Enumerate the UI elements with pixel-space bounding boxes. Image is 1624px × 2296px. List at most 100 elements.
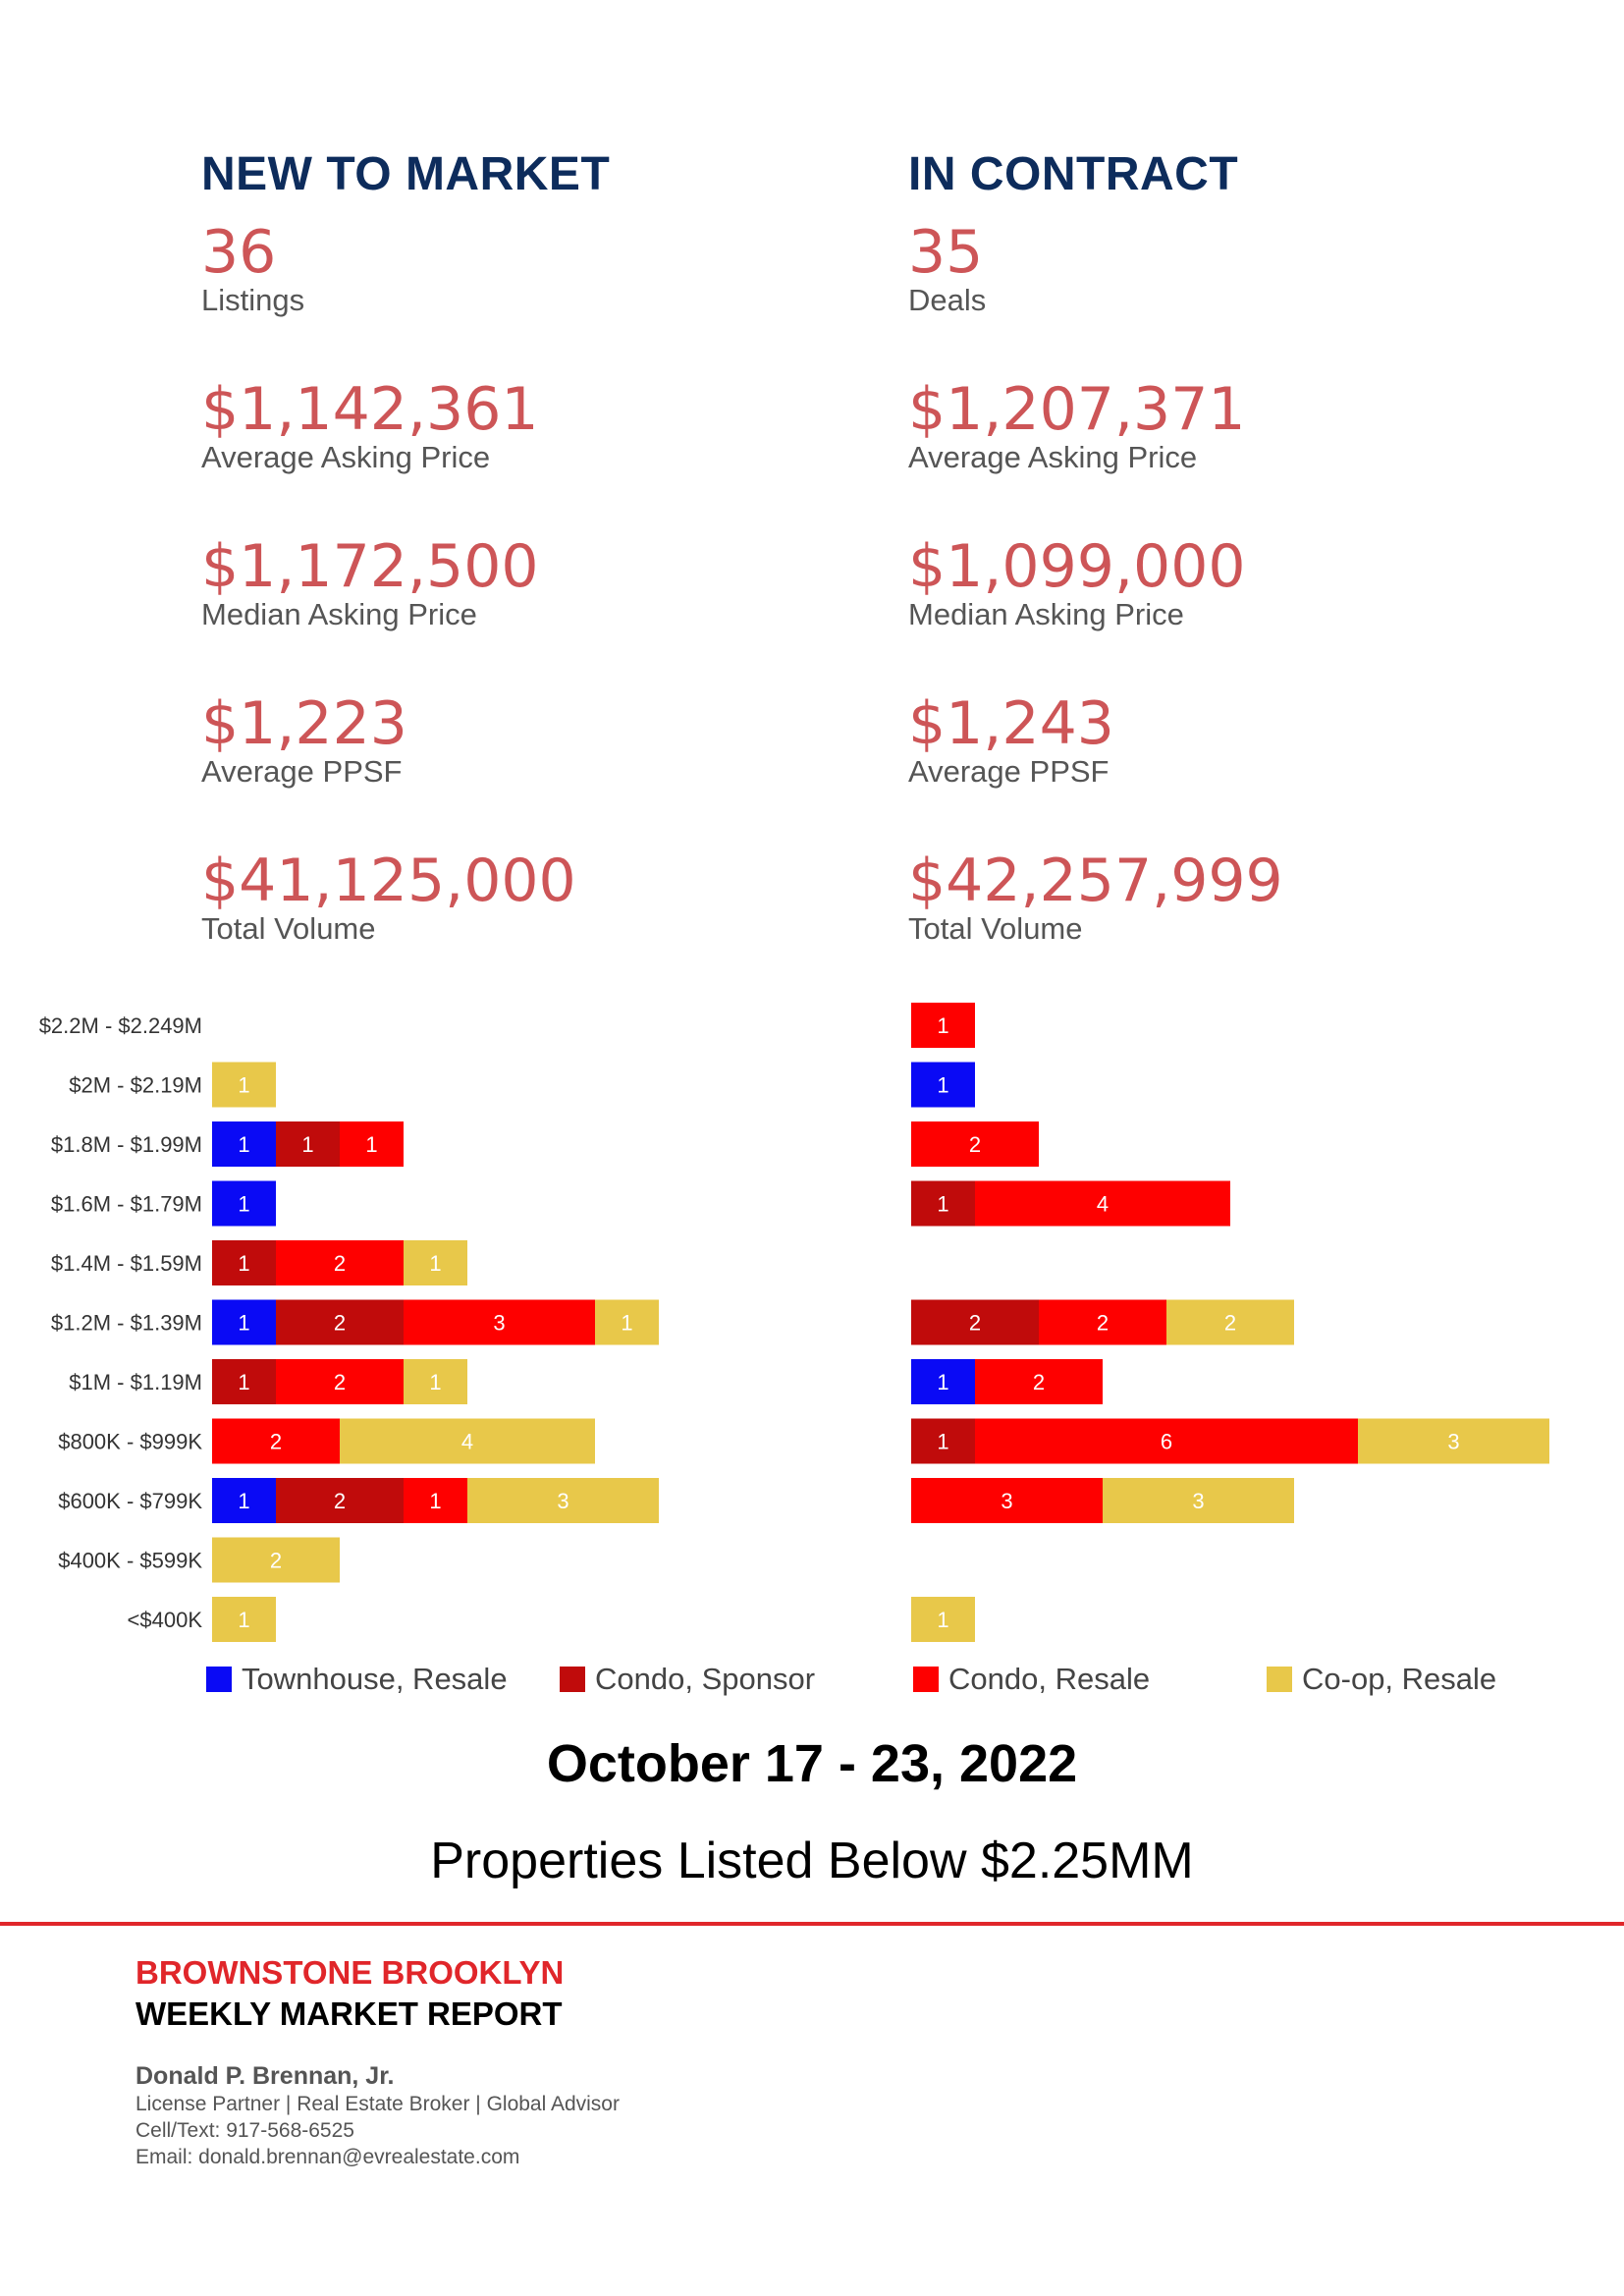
median-asking-stat: $1,172,500 Median Asking Price [201, 535, 610, 631]
stat-label: Average PPSF [908, 754, 1110, 789]
bar-value-label: 1 [365, 1132, 377, 1157]
bar-segment-condo-resale [975, 1180, 1230, 1227]
bar-segment-condo-resale [911, 1478, 1103, 1523]
new-to-market-chart: $2.2M - $2.249M $2M - $2.19M 1 $1.8M - $1.9… [39, 1013, 659, 1642]
bar-segment-condo-resale [975, 1418, 1358, 1464]
bar-segment-co-op-resale [1103, 1478, 1294, 1523]
legend-label: Co-op, Resale [1302, 1662, 1497, 1696]
bar-segment-condo-resale [276, 1240, 404, 1285]
avg-ppsf-stat: $1,223 Average PPSF [201, 692, 610, 789]
category-tick-label: $1.6M - $1.79M [51, 1192, 202, 1217]
bar-segment-condo-sponsor [276, 1299, 404, 1345]
legend-swatch [1267, 1667, 1292, 1692]
agent-role: License Partner | Real Estate Broker | G… [135, 2093, 620, 2115]
bar-segment-condo-sponsor [276, 1478, 404, 1523]
stat-value: 35 [908, 218, 984, 287]
stat-value: $1,172,500 [201, 532, 539, 601]
stat-label: Average Asking Price [908, 440, 1198, 474]
category-tick-label: $800K - $999K [58, 1430, 202, 1454]
bar-segment-townhouse-resale [911, 1359, 975, 1404]
avg-asking-stat: $1,142,361 Average Asking Price [201, 378, 610, 474]
stat-label: Average Asking Price [201, 440, 491, 474]
bar-value-label: 1 [429, 1489, 441, 1513]
date-range: October 17 - 23, 2022 [546, 1734, 1078, 1793]
bar-segment-condo-sponsor [911, 1180, 975, 1227]
bar-value-label: 1 [937, 1370, 948, 1394]
legend-label: Townhouse, Resale [242, 1662, 508, 1696]
category-tick-label: $400K - $599K [58, 1549, 202, 1573]
bar-value-label: 2 [334, 1489, 346, 1513]
bar-value-label: 4 [1097, 1192, 1109, 1217]
bar-value-label: 3 [493, 1311, 505, 1336]
bar-segment-condo-resale [1039, 1299, 1166, 1345]
bar-segment-townhouse-resale [212, 1180, 276, 1227]
legend-label: Condo, Resale [948, 1662, 1151, 1696]
category-tick-label: $1.4M - $1.59M [51, 1251, 202, 1276]
bar-segment-co-op-resale [212, 1537, 340, 1583]
bar-segment-condo-sponsor [911, 1418, 975, 1464]
bar-value-label: 3 [557, 1489, 568, 1513]
stat-label: Listings [201, 283, 305, 317]
bar-segment-co-op-resale [340, 1418, 595, 1464]
bar-segment-co-op-resale [404, 1240, 467, 1285]
bar-value-label: 3 [1001, 1489, 1012, 1513]
stat-value: $1,099,000 [908, 532, 1246, 601]
category-tick-label: $600K - $799K [58, 1489, 202, 1513]
bar-value-label: 1 [301, 1132, 313, 1157]
bar-segment-co-op-resale [404, 1359, 467, 1404]
bar-value-label: 1 [238, 1489, 249, 1513]
legend-item-condo-resale: Condo, Resale [913, 1662, 1150, 1697]
stat-value: $1,223 [201, 689, 407, 758]
bar-segment-co-op-resale [212, 1062, 276, 1108]
bar-value-label: 1 [238, 1370, 249, 1394]
avg-asking-stat: $1,207,371 Average Asking Price [908, 378, 1283, 474]
legend-swatch [206, 1667, 232, 1692]
footer: BROWNSTONE BROOKLYN WEEKLY MARKET REPORT… [135, 1954, 620, 2170]
median-asking-stat: $1,099,000 Median Asking Price [908, 535, 1283, 631]
bar-segment-co-op-resale [467, 1478, 659, 1523]
bar-value-label: 1 [621, 1311, 632, 1336]
legend-item-townhouse: Townhouse, Resale [206, 1662, 508, 1697]
stat-value: 36 [201, 218, 277, 287]
category-tick-label: $1.8M - $1.99M [51, 1132, 202, 1157]
bar-value-label: 6 [1161, 1430, 1172, 1454]
stat-label: Median Asking Price [201, 597, 477, 631]
bar-value-label: 1 [937, 1608, 948, 1632]
in-contract-chart: 1 1 2 1 4 2 2 2 1 2 1 6 3 3 3 1 [911, 1003, 1549, 1642]
bar-value-label: 2 [969, 1132, 981, 1157]
bar-value-label: 1 [238, 1073, 249, 1098]
bar-segment-townhouse-resale [212, 1478, 276, 1523]
total-volume-stat: $41,125,000 Total Volume [201, 849, 610, 946]
bar-segment-condo-resale [212, 1418, 340, 1464]
stat-value: $41,125,000 [201, 847, 576, 915]
bar-value-label: 1 [238, 1192, 249, 1217]
stat-value: $42,257,999 [908, 847, 1283, 915]
bar-segment-condo-resale [404, 1299, 595, 1345]
bar-segment-condo-resale [911, 1003, 975, 1048]
bar-value-label: 3 [1192, 1489, 1204, 1513]
bar-segment-condo-sponsor [911, 1299, 1039, 1345]
stat-label: Average PPSF [201, 754, 403, 789]
price-range-bar-charts: $2.2M - $2.249M $2M - $2.19M 1 $1.8M - $1.9… [39, 1003, 1549, 1642]
bar-value-label: 1 [937, 1192, 948, 1217]
bar-segment-condo-resale [404, 1478, 467, 1523]
category-tick-label: <$400K [128, 1608, 203, 1632]
bar-value-label: 1 [937, 1073, 948, 1098]
category-tick-label: $2.2M - $2.249M [39, 1013, 202, 1038]
bar-value-label: 2 [270, 1430, 282, 1454]
bar-value-label: 4 [461, 1430, 473, 1454]
bar-segment-co-op-resale [595, 1299, 659, 1345]
stat-value: $1,243 [908, 689, 1114, 758]
stat-label: Deals [908, 283, 987, 317]
stat-label: Total Volume [201, 911, 376, 946]
footer-divider [0, 1922, 1624, 1926]
bar-value-label: 2 [1033, 1370, 1045, 1394]
category-tick-label: $1M - $1.19M [69, 1370, 202, 1394]
legend-item-coop-resale: Co-op, Resale [1267, 1662, 1496, 1697]
legend-label: Condo, Sponsor [595, 1662, 816, 1696]
deals-stat: 35 Deals [908, 221, 1283, 317]
avg-ppsf-stat: $1,243 Average PPSF [908, 692, 1283, 789]
bar-value-label: 1 [429, 1251, 441, 1276]
stat-value: $1,142,361 [201, 375, 539, 444]
bar-value-label: 1 [937, 1430, 948, 1454]
